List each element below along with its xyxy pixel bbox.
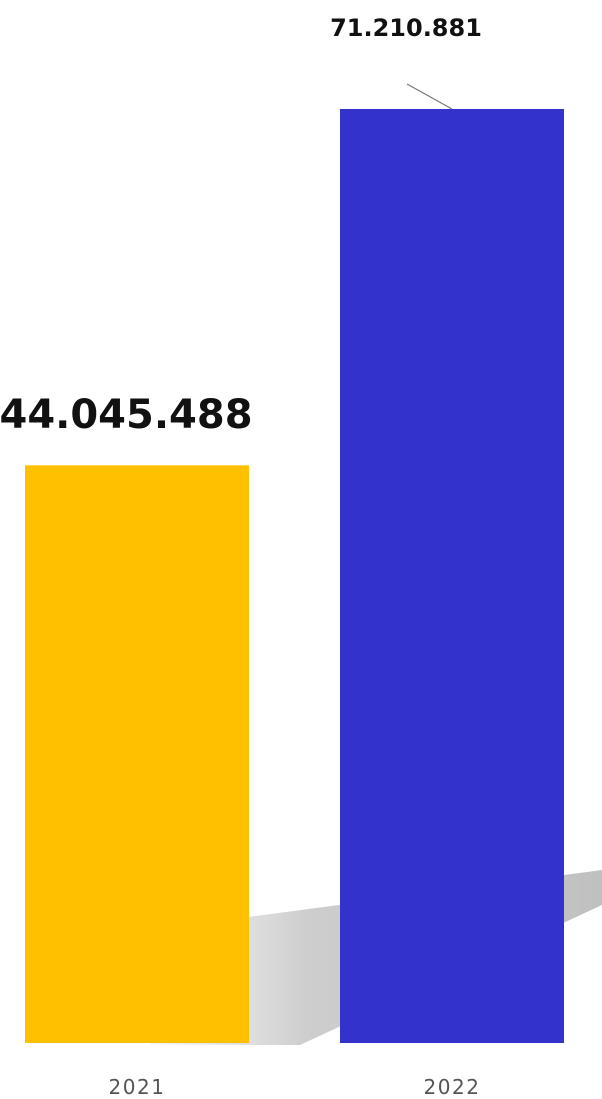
bar-2021: [25, 465, 249, 1044]
x-tick-label-2021: 2021: [109, 1075, 166, 1099]
bar-2022: [340, 109, 564, 1043]
value-label-leader-line: [406, 83, 453, 110]
x-tick-label-2022: 2022: [424, 1075, 481, 1099]
bar-value-label-2021: 44.045.488: [0, 392, 253, 438]
bar-value-label-2022: 71.210.881: [330, 14, 482, 42]
bars-group: [25, 109, 564, 1044]
